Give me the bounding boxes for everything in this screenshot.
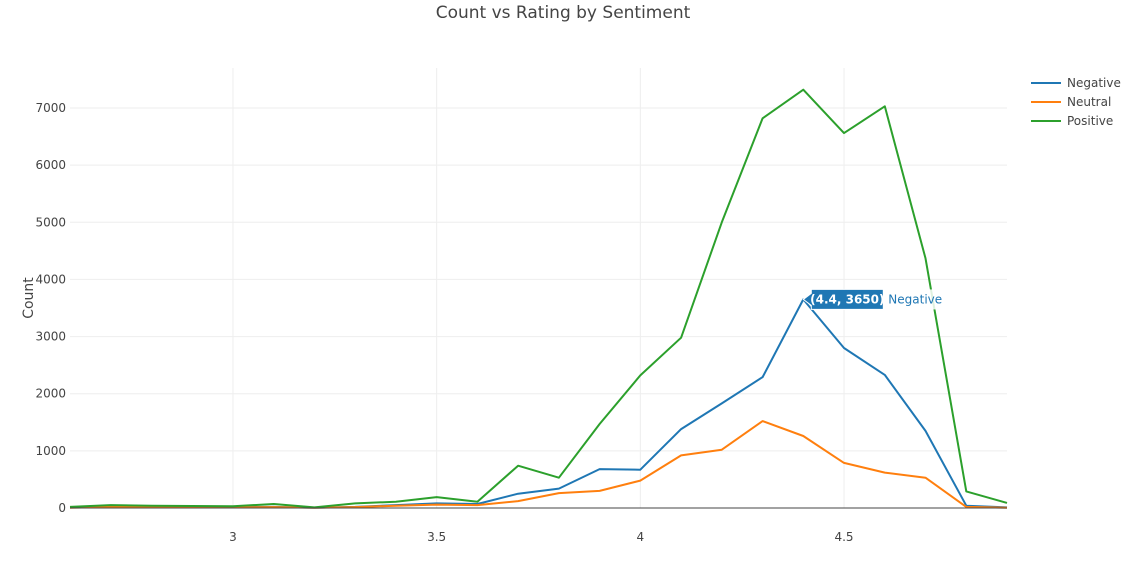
series-line-positive <box>69 88 1008 509</box>
legend-label: Positive <box>1067 114 1113 128</box>
x-tick-label: 3 <box>229 530 237 544</box>
series-lines <box>69 88 1008 509</box>
y-tick-label: 2000 <box>35 387 66 401</box>
hover-series-name: Negative <box>888 292 942 306</box>
legend-item-negative[interactable]: Negative <box>1031 76 1121 90</box>
y-tick-label: 5000 <box>35 215 66 229</box>
x-tick-label: 4 <box>637 530 645 544</box>
y-tick-label: 6000 <box>35 158 66 172</box>
legend-label: Negative <box>1067 76 1121 90</box>
hover-tooltip: (4.4, 3650) Negative <box>802 288 943 310</box>
legend-item-neutral[interactable]: Neutral <box>1031 95 1111 109</box>
x-tick-label: 4.5 <box>834 530 853 544</box>
legend-item-positive[interactable]: Positive <box>1031 114 1113 128</box>
hover-value: (4.4, 3650) <box>810 292 884 306</box>
y-tick-label: 1000 <box>35 444 66 458</box>
y-tick-label: 7000 <box>35 101 66 115</box>
chart-title: Count vs Rating by Sentiment <box>436 3 691 23</box>
x-tick-label: 3.5 <box>427 530 446 544</box>
legend-label: Neutral <box>1067 95 1111 109</box>
grid <box>70 68 1007 508</box>
series-line-neutral <box>69 420 1008 509</box>
y-tick-label: 0 <box>58 501 66 515</box>
legend[interactable]: Negative Neutral Positive <box>1031 76 1121 128</box>
hover-name-bg <box>884 289 943 310</box>
y-tick-label: 3000 <box>35 330 66 344</box>
y-axis-title: Count <box>21 277 37 319</box>
axes: 0 1000 2000 3000 4000 5000 6000 7000 3 3.5 4 4.5 <box>35 101 1007 544</box>
hover-box <box>802 288 884 310</box>
series-line-negative <box>69 298 1008 509</box>
y-tick-label: 4000 <box>35 272 66 286</box>
